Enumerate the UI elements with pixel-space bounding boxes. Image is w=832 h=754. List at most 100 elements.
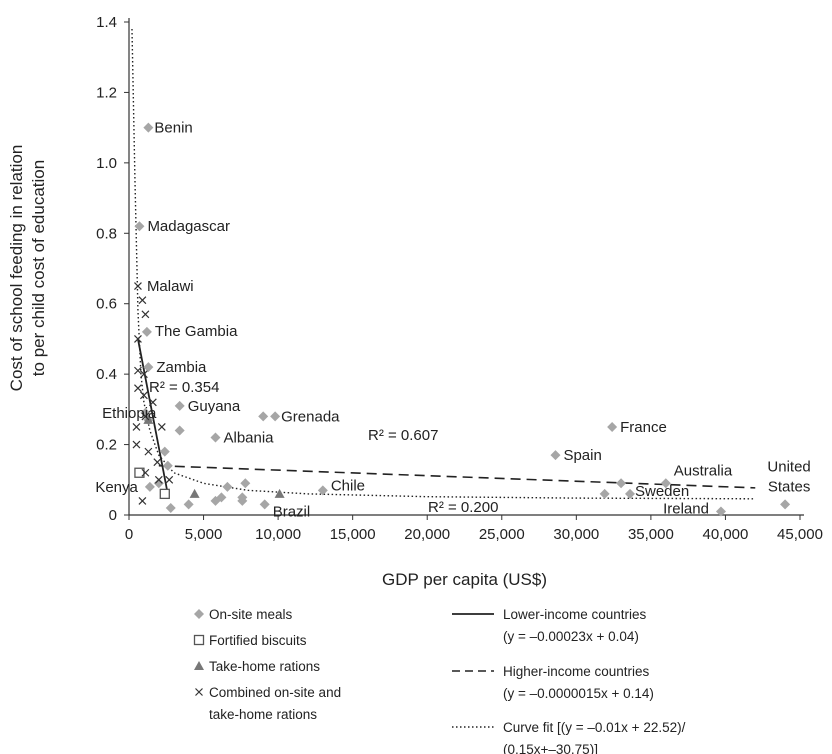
point-cross xyxy=(134,335,142,343)
legend-label: (y = –0.0000015x + 0.14) xyxy=(503,686,654,701)
point-cross xyxy=(165,475,174,484)
country-label: Madagascar xyxy=(147,218,230,235)
legend-marker-diamond xyxy=(194,609,204,619)
point-diamond xyxy=(210,432,221,443)
point-triangle xyxy=(189,488,200,498)
country-label: Albania xyxy=(223,430,274,447)
point-diamond xyxy=(258,411,269,422)
point-diamond xyxy=(660,478,671,489)
country-label: States xyxy=(768,478,811,495)
y-tick-label: 1.4 xyxy=(96,14,117,31)
point-cross xyxy=(138,496,147,505)
point-diamond xyxy=(625,488,636,499)
y-tick-label: 0.4 xyxy=(96,366,117,383)
point-diamond xyxy=(183,499,194,510)
x-axis-title: GDP per capita (US$) xyxy=(382,570,547,589)
x-tick-label: 20,000 xyxy=(404,526,450,543)
point-diamond xyxy=(607,421,618,432)
legend-label: Lower-income countries xyxy=(503,607,647,622)
country-label: Sweden xyxy=(635,483,689,500)
country-label: Australia xyxy=(674,462,733,479)
axes: 0 5,000 10,000 15,000 20,000 25,000 30,000 35,0… xyxy=(7,14,823,589)
point-diamond xyxy=(599,488,610,499)
point-diamond xyxy=(216,492,227,503)
x-tick-label: 25,000 xyxy=(479,526,525,543)
r2-label-dotted: R² = 0.200 xyxy=(428,499,498,516)
point-diamond xyxy=(174,425,185,436)
point-diamond xyxy=(715,506,726,517)
point-diamond xyxy=(143,362,154,373)
country-label: Brazil xyxy=(273,503,311,520)
country-label: Guyana xyxy=(188,398,241,415)
legend-marker-triangle xyxy=(194,661,204,670)
country-label: Zambia xyxy=(156,359,207,376)
x-tick-label: 35,000 xyxy=(628,526,674,543)
fit-line-dashed xyxy=(158,464,756,489)
x-tick-label: 30,000 xyxy=(553,526,599,543)
country-label: Kenya xyxy=(95,479,138,496)
legend-label: Curve fit [(y = –0.01x + 22.52)/ xyxy=(503,720,686,735)
country-label: Chile xyxy=(331,477,365,494)
fit-line-solid xyxy=(137,338,169,495)
country-label: The Gambia xyxy=(155,323,238,340)
point-diamond xyxy=(143,122,154,133)
point-cross xyxy=(154,475,163,484)
y-tick-label: 1.2 xyxy=(96,84,117,101)
point-square xyxy=(159,488,170,500)
point-diamond xyxy=(780,499,791,510)
point-diamond xyxy=(259,499,270,510)
legend-label: Fortified biscuits xyxy=(209,633,307,648)
point-cross xyxy=(144,447,153,456)
country-label: Malawi xyxy=(147,278,194,295)
point-cross xyxy=(134,282,142,291)
point-diamond xyxy=(237,492,248,503)
x-tick-label: 45,000 xyxy=(777,526,823,543)
y-tick-label: 0.8 xyxy=(96,225,117,242)
point-diamond xyxy=(159,446,170,457)
point-cross xyxy=(141,412,150,421)
point-cross xyxy=(148,398,157,407)
x-tick-label: 5,000 xyxy=(185,526,223,543)
point-diamond xyxy=(270,411,281,422)
country-label: France xyxy=(620,419,667,436)
x-tick-label: 40,000 xyxy=(702,526,748,543)
point-cross xyxy=(153,458,162,467)
country-label: Spain xyxy=(563,447,601,464)
y-tick-label: 0.6 xyxy=(96,296,117,313)
point-cross xyxy=(132,440,141,449)
point-diamond xyxy=(317,485,328,496)
point-diamond xyxy=(222,481,233,492)
r2-labels: R² = 0.354 R² = 0.607 R² = 0.200 xyxy=(149,379,498,516)
point-diamond xyxy=(174,400,185,411)
point-cross xyxy=(141,310,150,319)
legend-label: On-site meals xyxy=(209,607,293,622)
legend-label: Take-home rations xyxy=(209,659,320,674)
r2-label-solid: R² = 0.354 xyxy=(149,379,219,396)
point-cross xyxy=(157,423,166,431)
point-cross xyxy=(134,366,142,375)
country-label: Ireland xyxy=(663,500,709,517)
point-cross xyxy=(139,370,148,379)
y-tick-label: 0.2 xyxy=(96,437,117,454)
legend-label: Higher-income countries xyxy=(503,664,650,679)
point-diamond xyxy=(134,221,145,232)
y-tick-label: 1.0 xyxy=(96,155,117,172)
point-diamond xyxy=(162,460,173,471)
point-cross xyxy=(134,384,142,393)
legend-label: take-home rations xyxy=(209,707,317,722)
r2-label-dashed: R² = 0.607 xyxy=(368,427,438,444)
legend: On-site meals Fortified biscuits Take-home… xyxy=(193,607,686,754)
country-label: United xyxy=(767,458,810,475)
x-tick-label: 15,000 xyxy=(330,526,376,543)
point-diamond xyxy=(616,478,627,489)
data-points xyxy=(132,122,791,517)
point-diamond xyxy=(165,502,176,513)
country-label: Benin xyxy=(154,120,192,137)
point-square xyxy=(134,467,145,478)
point-cross xyxy=(138,296,147,305)
legend-label: (0.15x+–30.75)] xyxy=(503,742,598,754)
legend-marker-cross xyxy=(195,688,203,696)
point-cross xyxy=(139,391,148,400)
country-label: Ethiopia xyxy=(102,405,157,422)
point-diamond xyxy=(141,326,152,337)
